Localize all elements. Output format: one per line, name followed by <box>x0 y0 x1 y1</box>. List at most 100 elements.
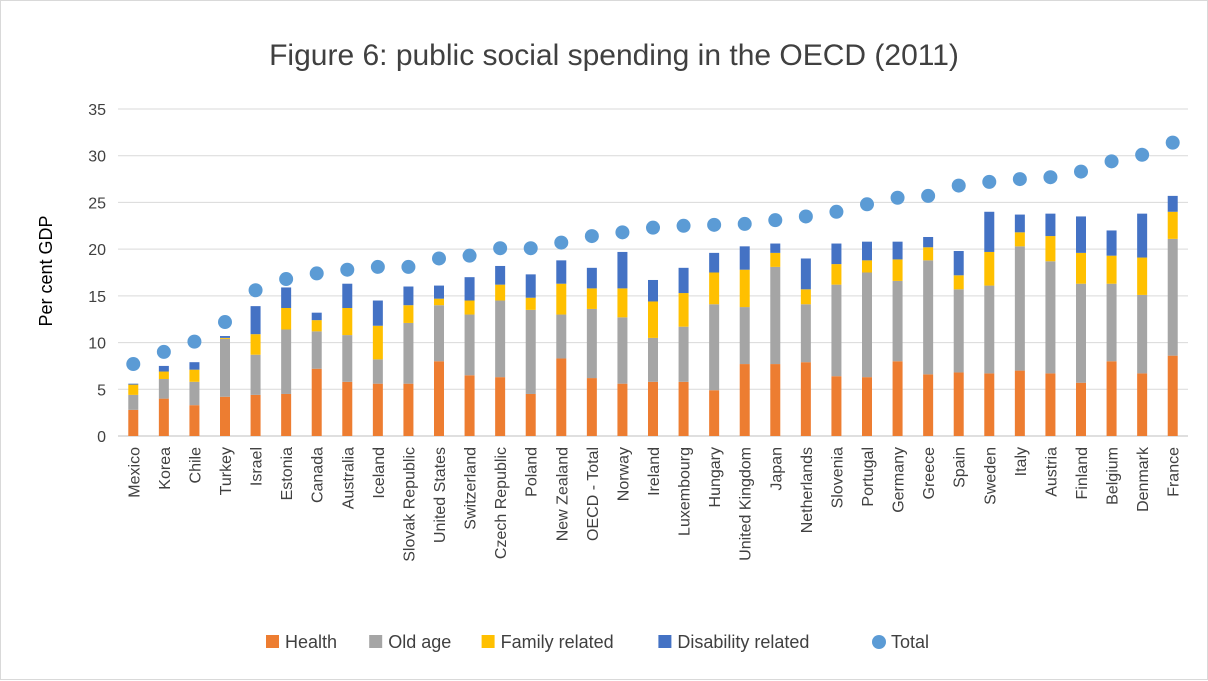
category-label: Iceland <box>371 447 388 499</box>
total-marker <box>370 259 385 274</box>
bar-old-age <box>342 335 353 382</box>
bar-family-related <box>648 301 658 338</box>
bar-family-related <box>342 308 353 336</box>
bar-disability-related <box>739 246 750 270</box>
bar-family-related <box>800 289 811 305</box>
bar-health <box>372 383 383 436</box>
bar-disability-related <box>1076 216 1086 253</box>
legend-label: Disability related <box>677 632 809 652</box>
bar-disability-related <box>464 277 475 301</box>
category-label: Austria <box>1043 447 1060 497</box>
bar-disability-related <box>800 258 811 290</box>
bar-family-related <box>678 293 689 327</box>
bar-family-related <box>403 305 414 323</box>
legend-label: Health <box>285 632 337 652</box>
bar-disability-related <box>953 251 964 276</box>
category-label: Greece <box>921 447 938 500</box>
bar-old-age <box>953 289 964 373</box>
category-label: United States <box>432 447 449 543</box>
chart-title: Figure 6: public social spending in the … <box>269 39 959 72</box>
total-marker <box>584 229 599 244</box>
category-label: Poland <box>524 447 541 497</box>
legend-marker-total <box>872 635 886 649</box>
category-label: Switzerland <box>463 447 480 530</box>
bar-family-related <box>1167 211 1178 239</box>
bar-old-age <box>1014 246 1025 371</box>
bar-family-related <box>434 298 444 306</box>
bar-old-age <box>984 285 995 374</box>
bar-health <box>128 409 139 436</box>
bar-family-related <box>770 252 781 267</box>
bar-health <box>281 393 292 436</box>
bar-disability-related <box>709 252 720 273</box>
total-marker <box>737 216 752 231</box>
bar-old-age <box>1106 283 1117 362</box>
bar-family-related <box>556 283 567 315</box>
bar-disability-related <box>189 362 200 370</box>
bar-disability-related <box>342 283 353 309</box>
total-marker <box>340 262 355 277</box>
bar-disability-related <box>586 267 597 289</box>
total-marker <box>798 209 813 224</box>
category-label: Australia <box>340 447 357 509</box>
total-marker <box>676 218 691 233</box>
bar-health <box>1137 373 1148 436</box>
y-tick-label: 15 <box>88 289 106 306</box>
total-marker <box>982 174 997 189</box>
total-marker <box>829 204 844 219</box>
category-label: Japan <box>768 447 785 491</box>
bar-family-related <box>220 337 230 339</box>
bar-disability-related <box>1014 214 1025 233</box>
category-label: Spain <box>952 447 969 488</box>
category-label: Denmark <box>1135 446 1152 512</box>
bar-disability-related <box>556 260 567 284</box>
bar-old-age <box>862 272 872 378</box>
bar-disability-related <box>1167 195 1178 212</box>
bar-old-age <box>495 300 506 378</box>
bar-health <box>800 362 811 436</box>
category-label: Turkey <box>218 447 235 495</box>
bar-health <box>862 377 872 436</box>
bar-health <box>648 381 658 436</box>
total-marker <box>523 241 538 256</box>
bar-old-age <box>281 329 292 394</box>
legend-label: Total <box>891 632 929 652</box>
bar-disability-related <box>372 300 383 326</box>
category-label: Slovak Republic <box>401 447 418 562</box>
bar-health <box>1045 373 1056 436</box>
bar-health <box>311 368 322 436</box>
bar-family-related <box>1137 257 1148 295</box>
bar-old-age <box>128 394 139 410</box>
bar-disability-related <box>831 243 842 265</box>
category-label: Norway <box>615 447 632 501</box>
total-marker <box>707 217 722 232</box>
category-label: Finland <box>1074 447 1091 499</box>
bar-old-age <box>892 280 903 362</box>
bar-disability-related <box>984 211 995 252</box>
bar-old-age <box>311 331 322 369</box>
bar-family-related <box>464 300 475 315</box>
bar-family-related <box>862 260 872 273</box>
bar-old-age <box>525 309 536 394</box>
bar-family-related <box>281 308 292 330</box>
bar-health <box>678 381 689 436</box>
bar-health <box>739 364 750 436</box>
category-label: Portugal <box>860 447 877 507</box>
bar-disability-related <box>128 383 139 385</box>
bar-health <box>464 375 475 436</box>
bar-old-age <box>464 314 475 376</box>
bar-health <box>617 383 628 436</box>
bar-disability-related <box>770 243 781 253</box>
category-label: New Zealand <box>554 447 571 541</box>
category-label: Sweden <box>982 447 999 505</box>
bar-family-related <box>831 264 842 285</box>
bar-old-age <box>617 317 628 384</box>
category-label: Germany <box>891 447 908 513</box>
y-tick-label: 25 <box>88 195 106 212</box>
bar-disability-related <box>678 267 689 294</box>
bar-health <box>250 394 261 436</box>
bar-disability-related <box>1137 213 1148 258</box>
total-marker <box>554 235 569 250</box>
total-marker <box>309 266 324 281</box>
